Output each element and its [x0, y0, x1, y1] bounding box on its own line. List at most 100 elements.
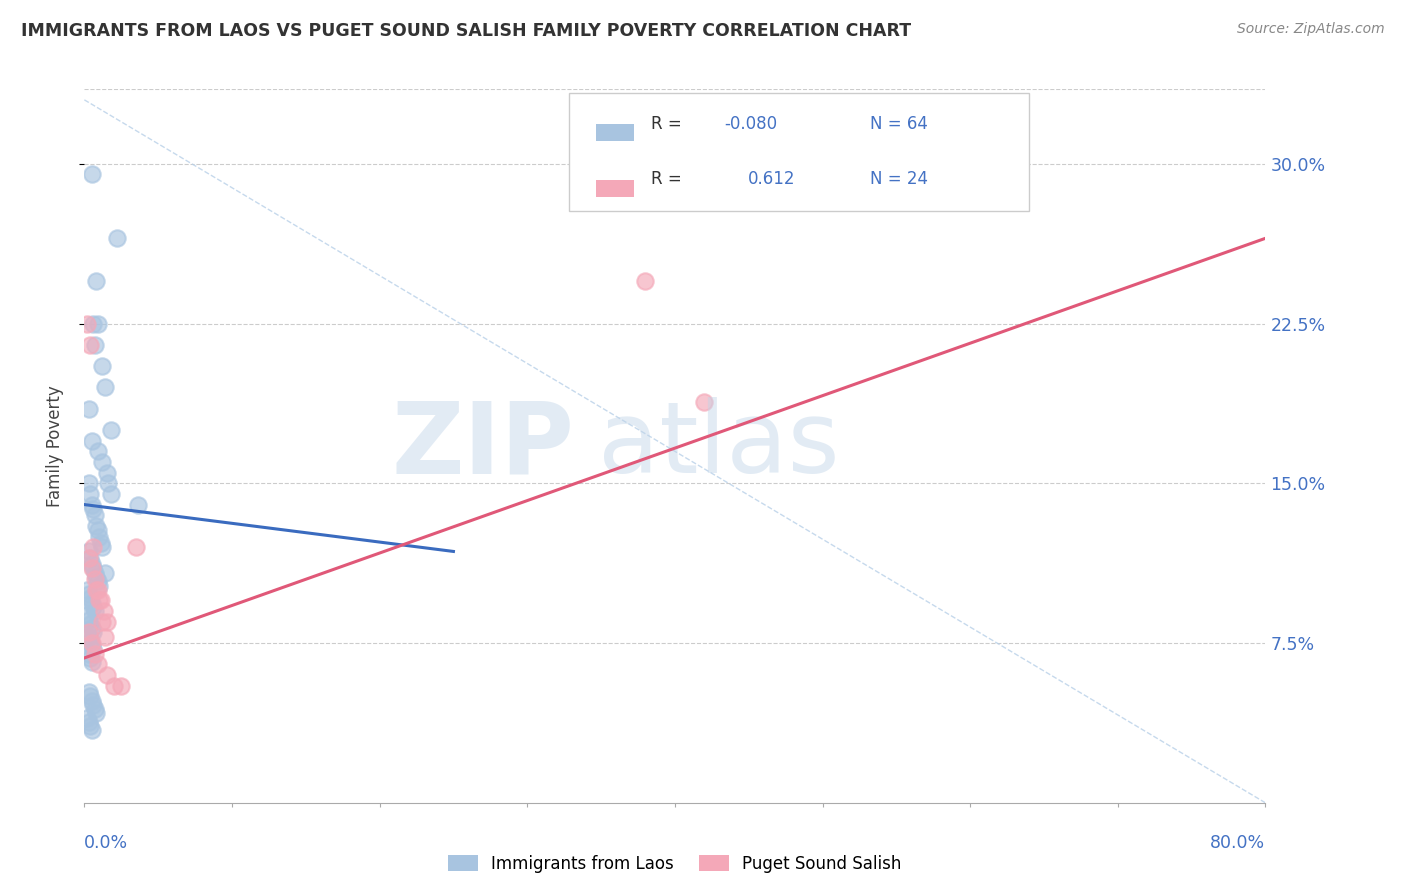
Point: [80, 168, 103, 182]
Point: [79, 651, 101, 665]
Point: [80, 498, 103, 512]
Point: [77, 714, 100, 729]
Point: [86, 574, 108, 589]
Point: [80, 558, 103, 572]
Point: [83, 647, 105, 661]
Y-axis label: Family Poverty: Family Poverty: [45, 385, 63, 507]
Point: [82, 599, 104, 614]
Point: [96, 668, 118, 682]
Point: [125, 540, 148, 554]
Point: [79, 719, 101, 733]
Point: [96, 615, 118, 629]
Point: [84, 274, 107, 288]
Point: [77, 401, 100, 416]
Text: ZIP: ZIP: [392, 398, 575, 494]
Point: [77, 550, 100, 565]
Point: [79, 550, 101, 565]
Point: [79, 591, 101, 606]
Point: [100, 423, 122, 437]
Point: [634, 274, 657, 288]
Point: [76, 582, 98, 597]
Point: [82, 317, 104, 331]
Point: [89, 593, 111, 607]
Point: [90, 593, 112, 607]
Point: [80, 561, 103, 575]
Point: [79, 634, 101, 648]
Text: 0.0%: 0.0%: [84, 834, 128, 852]
Point: [91, 615, 114, 629]
Point: [80, 693, 103, 707]
Point: [80, 638, 103, 652]
Point: [84, 570, 107, 584]
Point: [86, 523, 108, 537]
Text: atlas: atlas: [598, 398, 839, 494]
Point: [77, 625, 100, 640]
Point: [90, 536, 112, 550]
Point: [83, 508, 105, 523]
Point: [79, 338, 101, 352]
Point: [83, 572, 105, 586]
Point: [86, 657, 108, 672]
Point: [76, 317, 98, 331]
Point: [84, 519, 107, 533]
Point: [76, 710, 98, 724]
Point: [80, 621, 103, 635]
Point: [97, 476, 120, 491]
FancyBboxPatch shape: [568, 93, 1029, 211]
Text: IMMIGRANTS FROM LAOS VS PUGET SOUND SALISH FAMILY POVERTY CORRELATION CHART: IMMIGRANTS FROM LAOS VS PUGET SOUND SALI…: [21, 22, 911, 40]
Point: [89, 578, 111, 592]
Text: Source: ZipAtlas.com: Source: ZipAtlas.com: [1237, 22, 1385, 37]
FancyBboxPatch shape: [596, 179, 634, 196]
Text: N = 64: N = 64: [870, 115, 928, 133]
Point: [77, 613, 100, 627]
Point: [80, 596, 103, 610]
Point: [100, 487, 122, 501]
Point: [77, 685, 100, 699]
Point: [103, 679, 125, 693]
Text: R =: R =: [651, 170, 688, 188]
Point: [86, 317, 108, 331]
Point: [693, 395, 716, 409]
Point: [94, 380, 117, 394]
Point: [84, 706, 107, 721]
Point: [91, 540, 114, 554]
Point: [83, 338, 105, 352]
Point: [82, 540, 104, 554]
Point: [82, 501, 104, 516]
Point: [77, 544, 100, 558]
Legend: Immigrants from Laos, Puget Sound Salish: Immigrants from Laos, Puget Sound Salish: [441, 848, 908, 880]
Point: [79, 616, 101, 631]
Point: [84, 582, 107, 597]
Point: [77, 587, 100, 601]
Text: 0.612: 0.612: [748, 170, 796, 188]
Point: [79, 487, 101, 501]
Point: [82, 642, 104, 657]
Point: [80, 434, 103, 448]
Text: 80.0%: 80.0%: [1211, 834, 1265, 852]
Point: [83, 702, 105, 716]
Text: R =: R =: [651, 115, 688, 133]
Point: [80, 723, 103, 738]
Point: [91, 359, 114, 373]
Point: [77, 630, 100, 644]
Text: -0.080: -0.080: [724, 115, 778, 133]
Point: [91, 455, 114, 469]
Point: [77, 647, 100, 661]
Point: [94, 630, 117, 644]
Point: [127, 498, 149, 512]
Text: N = 24: N = 24: [870, 170, 928, 188]
Point: [86, 444, 108, 458]
Point: [82, 698, 104, 712]
Point: [110, 679, 132, 693]
Point: [93, 604, 115, 618]
Point: [89, 529, 111, 543]
Point: [82, 625, 104, 640]
Point: [80, 636, 103, 650]
Point: [82, 561, 104, 575]
Point: [76, 608, 98, 623]
Point: [83, 566, 105, 580]
Point: [77, 476, 100, 491]
Point: [83, 604, 105, 618]
Point: [96, 466, 118, 480]
Point: [79, 690, 101, 704]
